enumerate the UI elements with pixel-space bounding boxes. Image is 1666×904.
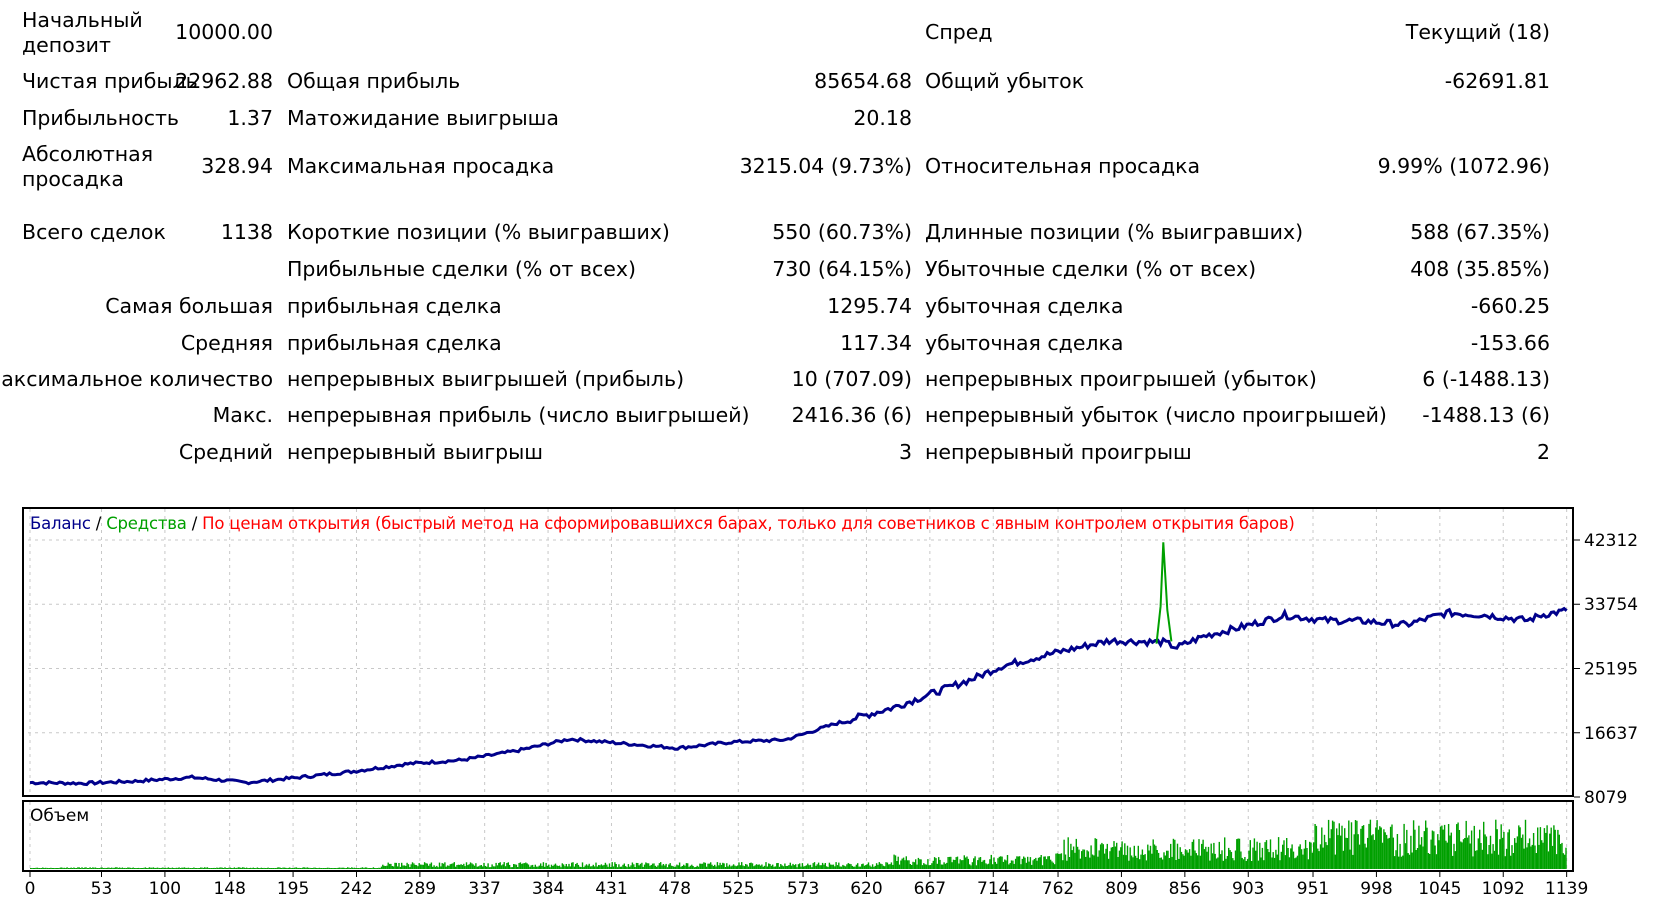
avg-consec-losses-value: 2 xyxy=(1536,440,1550,464)
average-label: Средняя xyxy=(180,331,273,355)
long-positions-value: 588 (67.35%) xyxy=(1410,220,1550,244)
x-tick-label: 242 xyxy=(340,879,372,899)
x-tick-label: 667 xyxy=(914,879,946,899)
x-tick-label: 714 xyxy=(977,879,1009,899)
maximal-label: Макс. xyxy=(212,403,273,427)
max-drawdown-label: Максимальная просадка xyxy=(287,154,555,178)
largest-label: Самая большая xyxy=(105,294,273,318)
average-loss-value: -153.66 xyxy=(1470,331,1550,355)
net-profit-value: 22962.88 xyxy=(175,69,273,93)
abs-drawdown-label: Абсолютная просадка xyxy=(22,142,154,191)
average-loss-label: убыточная сделка xyxy=(925,331,1124,355)
total-trades-value: 1138 xyxy=(220,220,273,244)
long-positions-label: Длинные позиции (% выигравших) xyxy=(925,220,1304,244)
max-count-label: Максимальное количество xyxy=(0,367,273,391)
x-tick-label: 195 xyxy=(277,879,309,899)
loss-trades-label: Убыточные сделки (% от всех) xyxy=(925,257,1257,281)
x-tick-label: 762 xyxy=(1042,879,1074,899)
average-profit-value: 117.34 xyxy=(840,331,912,355)
spread-value: Текущий (18) xyxy=(1405,20,1550,44)
avg-consec-wins-label: непрерывный выигрыш xyxy=(287,440,544,464)
largest-loss-value: -660.25 xyxy=(1470,294,1550,318)
rel-drawdown-value: 9.99% (1072.96) xyxy=(1377,154,1550,178)
max-consec-losses-label: непрерывных проигрышей (убыток) xyxy=(925,367,1317,391)
profit-trades-value: 730 (64.15%) xyxy=(772,257,912,281)
y-tick-label: 33754 xyxy=(1584,595,1638,615)
largest-loss-label: убыточная сделка xyxy=(925,294,1124,318)
x-tick-label: 384 xyxy=(532,879,564,899)
x-tick-label: 100 xyxy=(149,879,181,899)
average-profit-label: прибыльная сделка xyxy=(287,331,502,355)
expected-payoff-label: Матожидание выигрыша xyxy=(287,106,559,130)
x-tick-label: 1045 xyxy=(1418,879,1461,899)
short-positions-label: Короткие позиции (% выигравших) xyxy=(287,220,670,244)
y-tick-label: 16637 xyxy=(1584,724,1638,744)
x-tick-label: 337 xyxy=(468,879,500,899)
x-tick-label: 809 xyxy=(1105,879,1137,899)
spread-label: Спред xyxy=(925,20,993,44)
x-tick-label: 0 xyxy=(25,879,36,899)
total-trades-label: Всего сделок xyxy=(22,220,166,244)
y-tick-label: 8079 xyxy=(1584,788,1627,808)
x-tick-label: 1139 xyxy=(1545,879,1588,899)
expected-payoff-value: 20.18 xyxy=(853,106,912,130)
x-tick-label: 53 xyxy=(91,879,113,899)
y-tick-label: 25195 xyxy=(1584,660,1638,680)
x-tick-label: 289 xyxy=(404,879,436,899)
legend-model: По ценам открытия (быстрый метод на сфор… xyxy=(202,514,1295,533)
gross-profit-value: 85654.68 xyxy=(814,69,912,93)
max-consec-profit-value: 2416.36 (6) xyxy=(791,403,912,427)
max-consec-profit-label: непрерывная прибыль (число выигрышей) xyxy=(287,403,750,427)
profit-factor-label: Прибыльность xyxy=(22,106,180,130)
largest-profit-value: 1295.74 xyxy=(827,294,912,318)
x-tick-label: 856 xyxy=(1169,879,1201,899)
volume-title: Объем xyxy=(30,806,90,826)
x-tick-label: 998 xyxy=(1360,879,1392,899)
max-consec-losses-value: 6 (-1488.13) xyxy=(1422,367,1550,391)
x-tick-label: 573 xyxy=(787,879,819,899)
max-consec-loss-label: непрерывный убыток (число проигрышей) xyxy=(925,403,1387,427)
gross-loss-label: Общий убыток xyxy=(925,69,1085,93)
max-consec-wins-label: непрерывных выигрышей (прибыль) xyxy=(287,367,685,391)
volume-chart-panel xyxy=(22,800,1574,872)
y-tick-label: 42312 xyxy=(1584,531,1638,551)
legend-sep: / xyxy=(186,514,203,533)
largest-profit-label: прибыльная сделка xyxy=(287,294,502,318)
short-positions-value: 550 (60.73%) xyxy=(772,220,912,244)
profit-trades-label: Прибыльные сделки (% от всех) xyxy=(287,257,636,281)
x-tick-label: 620 xyxy=(850,879,882,899)
max-drawdown-value: 3215.04 (9.73%) xyxy=(739,154,912,178)
x-tick-label: 478 xyxy=(659,879,691,899)
avg-consec-losses-label: непрерывный проигрыш xyxy=(925,440,1192,464)
avg-consec-label: Средний xyxy=(178,440,273,464)
x-tick-label: 148 xyxy=(213,879,245,899)
max-consec-loss-value: -1488.13 (6) xyxy=(1422,403,1550,427)
rel-drawdown-label: Относительная просадка xyxy=(925,154,1201,178)
x-tick-label: 903 xyxy=(1232,879,1264,899)
net-profit-label: Чистая прибыль xyxy=(22,69,198,93)
legend-equity: Средства xyxy=(106,514,187,533)
max-consec-wins-value: 10 (707.09) xyxy=(791,367,912,391)
legend-balance: Баланс xyxy=(30,514,91,533)
legend-sep: / xyxy=(90,514,107,533)
x-tick-label: 951 xyxy=(1297,879,1329,899)
avg-consec-wins-value: 3 xyxy=(898,440,912,464)
balance-chart-panel xyxy=(22,507,1574,797)
x-tick-label: 431 xyxy=(595,879,627,899)
abs-drawdown-value: 328.94 xyxy=(201,154,273,178)
loss-trades-value: 408 (35.85%) xyxy=(1410,257,1550,281)
x-tick-label: 525 xyxy=(722,879,754,899)
initial-deposit-label: Начальный депозит xyxy=(22,8,143,57)
gross-loss-value: -62691.81 xyxy=(1444,69,1550,93)
gross-profit-label: Общая прибыль xyxy=(287,69,461,93)
profit-factor-value: 1.37 xyxy=(227,106,273,130)
x-tick-label: 1092 xyxy=(1482,879,1525,899)
initial-deposit-value: 10000.00 xyxy=(175,20,273,44)
chart-legend: Баланс / Средства / По ценам открытия (б… xyxy=(30,514,1295,533)
